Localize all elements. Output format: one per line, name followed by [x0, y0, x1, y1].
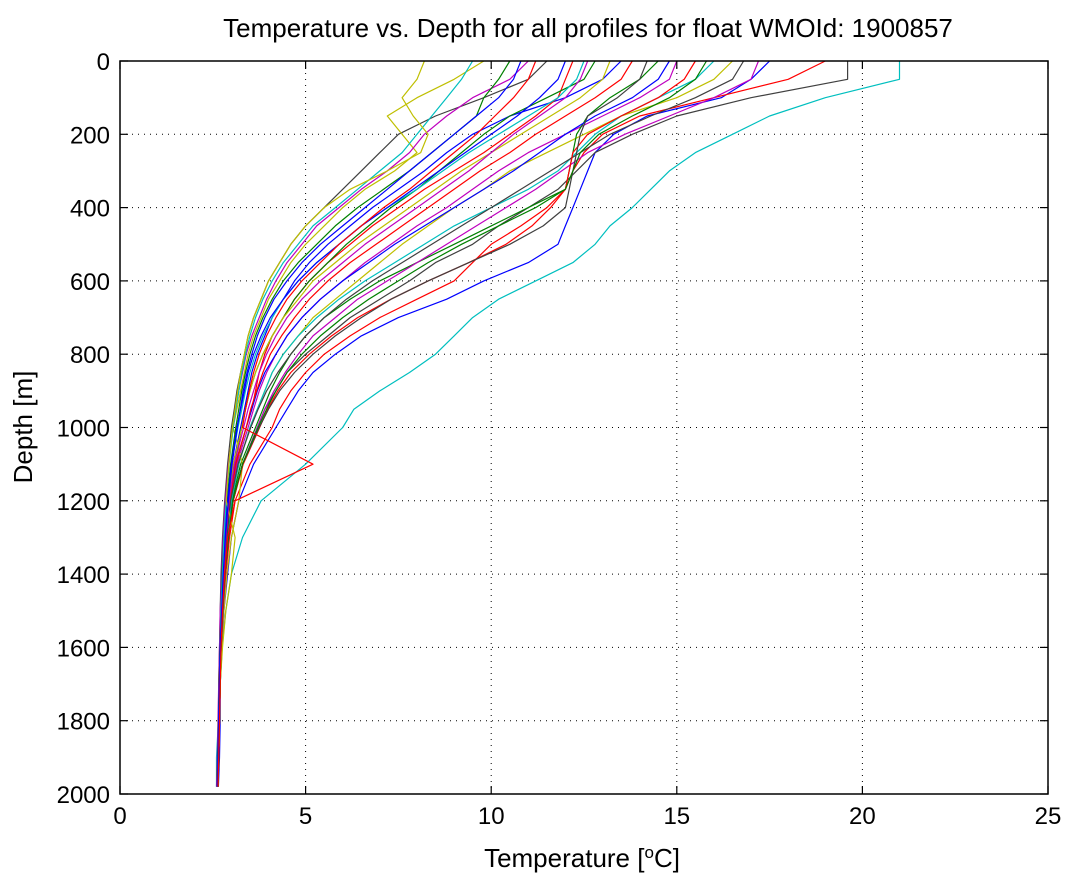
y-tick-label: 800	[70, 342, 110, 369]
axis-ticks: 0 5 10 15 20 25 0 200 400 600 800 1000 1200 1400 1600 1…	[57, 49, 1062, 830]
profile-line-29	[216, 60, 522, 787]
y-tick-label: 1000	[57, 416, 110, 443]
y-tick-label: 600	[70, 269, 110, 296]
y-tick-label: 1600	[57, 635, 110, 662]
profile-lines	[215, 60, 901, 787]
y-tick-label: 1200	[57, 489, 110, 516]
y-tick-label: 0	[97, 49, 110, 76]
x-tick-label: 5	[299, 803, 312, 830]
x-tick-label: 25	[1035, 803, 1062, 830]
y-tick-label: 2000	[57, 782, 110, 809]
profile-line-26	[217, 60, 429, 787]
y-tick-label: 1400	[57, 562, 110, 589]
x-tick-label: 20	[849, 803, 876, 830]
profile-line-12	[217, 60, 485, 787]
x-axis-label-superscript: o	[644, 843, 653, 862]
x-axis-label: Temperature [oC]	[484, 843, 680, 873]
profile-line-24	[216, 60, 474, 787]
x-tick-label: 0	[113, 803, 126, 830]
grid	[120, 61, 1048, 794]
y-tick-label: 200	[70, 122, 110, 149]
chart-title: Temperature vs. Depth for all profiles f…	[223, 13, 953, 43]
y-tick-label: 400	[70, 196, 110, 223]
profile-line-13	[215, 60, 529, 787]
x-tick-label: 15	[663, 803, 690, 830]
x-tick-label: 10	[478, 803, 505, 830]
y-axis-label: Depth [m]	[8, 371, 38, 484]
y-tick-label: 1800	[57, 709, 110, 736]
profile-line-30	[217, 60, 537, 787]
